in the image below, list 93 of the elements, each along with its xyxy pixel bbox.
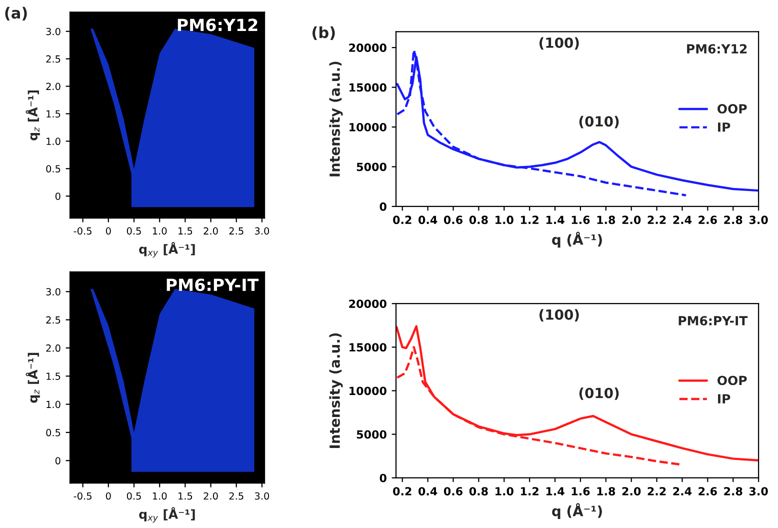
x-tick-label: 1.8 <box>597 216 616 224</box>
y-tick-label: 2.0 <box>46 344 60 352</box>
legend-label: IP <box>718 394 730 404</box>
x-tick-label: 1.5 <box>178 492 192 500</box>
x-tick-label: -0.5 <box>74 227 92 235</box>
x-tick-label: 1.0 <box>496 487 514 496</box>
x-tick-label: 1.5 <box>178 227 192 235</box>
x-tick-label: 1.8 <box>597 487 616 496</box>
legend-label: OOP <box>718 376 747 386</box>
x-tick-label: 2.8 <box>724 487 742 496</box>
line-series <box>396 325 759 462</box>
y-tick-label: 1.5 <box>46 372 60 380</box>
y-tick-label: 1.0 <box>46 138 60 146</box>
y-tick-label: 20000 <box>349 300 386 308</box>
x-tick-label: 3.0 <box>254 227 270 235</box>
y-tick-label: 0.5 <box>46 165 60 172</box>
x-tick-label: 0.5 <box>126 227 141 235</box>
legend-label: OOP <box>718 104 747 114</box>
y-tick-label: 10000 <box>350 386 386 396</box>
y-tick-label: 0.5 <box>46 428 60 436</box>
y-tick-label: 2.5 <box>46 55 60 63</box>
x-tick-label: 3.0 <box>749 216 768 224</box>
x-tick-label: 2.4 <box>673 216 692 224</box>
y-tick-label: 1.0 <box>46 400 60 408</box>
x-axis-title: q (Å⁻¹) <box>552 503 602 519</box>
y-axis-title: q$_{z}$ [Å⁻¹] <box>26 90 40 140</box>
x-tick-label: 2.2 <box>648 216 666 224</box>
x-tick-label: 0.4 <box>418 487 438 496</box>
x-tick-label: 0.4 <box>418 216 438 224</box>
text: PM6:PY-IT <box>678 316 748 326</box>
x-tick-label: 2.5 <box>229 227 244 235</box>
x-tick-label: 0.6 <box>444 487 462 496</box>
x-tick-label: 0.8 <box>469 487 488 496</box>
x-tick-label: 3.0 <box>254 492 270 500</box>
y-axis-title: Intensity (a.u.) <box>329 333 343 448</box>
x-tick-label: 1.0 <box>152 492 167 500</box>
y-tick-label: 2.0 <box>46 82 60 90</box>
x-tick-label: 0.2 <box>393 487 412 496</box>
x-tick-label: 2.0 <box>204 227 218 235</box>
y-tick-label: 1.5 <box>46 110 60 118</box>
y-tick-label: 2.5 <box>46 316 60 324</box>
text: PM6:Y12 <box>687 44 747 54</box>
y-tick-label: 10000 <box>350 122 386 132</box>
annotation: (010) <box>579 388 619 400</box>
chart-title: PM6:PY-IT <box>166 278 259 292</box>
y-tick-label: 5000 <box>356 162 386 172</box>
y-tick-label: 20000 <box>349 44 386 52</box>
x-tick-label: 2.0 <box>622 487 641 496</box>
x-tick-label: 2.4 <box>673 487 692 496</box>
y-tick-label: 0 <box>380 202 386 211</box>
x-tick-label: 0 <box>106 227 111 235</box>
y-tick-label: 15000 <box>350 83 386 92</box>
annotation: (010) <box>579 116 619 128</box>
x-tick-label: 2.0 <box>204 492 218 500</box>
x-tick-label: 0.2 <box>393 216 412 224</box>
x-tick-label: 2.2 <box>648 487 666 496</box>
x-tick-label: 0.5 <box>126 492 141 500</box>
y-tick-label: 0 <box>55 457 60 464</box>
y-tick-label: 3.0 <box>46 288 60 296</box>
y-tick-label: 0 <box>55 192 60 200</box>
x-tick-label: 1.4 <box>546 216 564 224</box>
x-tick-label: 0.6 <box>444 216 462 224</box>
x-tick-label: 0 <box>106 492 111 500</box>
x-tick-label: 3.0 <box>749 487 768 496</box>
annotation: (100) <box>540 309 579 322</box>
text: (b) <box>312 26 335 40</box>
x-tick-label: 1.2 <box>520 216 538 224</box>
x-axis-title: q$_{xy}$ [Å⁻¹] <box>139 242 195 258</box>
x-axis-title: q$_{xy}$ [Å⁻¹] <box>139 507 195 523</box>
x-tick-label: -0.5 <box>74 492 92 500</box>
text: (a) <box>5 6 27 20</box>
x-axis-title: q (Å⁻¹) <box>552 232 602 248</box>
y-tick-label: 15000 <box>350 343 386 352</box>
x-tick-label: 2.5 <box>229 492 244 500</box>
y-tick-label: 0 <box>380 474 386 482</box>
x-tick-label: 1.6 <box>572 487 590 496</box>
x-tick-label: 2.6 <box>698 216 717 224</box>
y-axis-title: q$_{z}$ [Å⁻¹] <box>26 352 40 403</box>
x-tick-label: 0.8 <box>469 216 488 224</box>
x-tick-label: 1.0 <box>152 227 167 235</box>
x-tick-label: 1.4 <box>546 487 564 496</box>
y-axis-title: Intensity (a.u.) <box>329 62 343 176</box>
x-tick-label: 1.6 <box>572 216 590 224</box>
chart-title: PM6:Y12 <box>178 18 258 32</box>
x-tick-label: 2.6 <box>698 487 717 496</box>
annotation: (100) <box>540 37 579 50</box>
y-tick-label: 3.0 <box>46 28 60 36</box>
legend-label: IP <box>718 122 730 132</box>
x-tick-label: 2.0 <box>622 216 641 224</box>
x-tick-label: 1.0 <box>496 216 514 224</box>
x-tick-label: 1.2 <box>520 487 538 496</box>
y-tick-label: 5000 <box>356 430 386 439</box>
x-tick-label: 2.8 <box>724 216 742 224</box>
